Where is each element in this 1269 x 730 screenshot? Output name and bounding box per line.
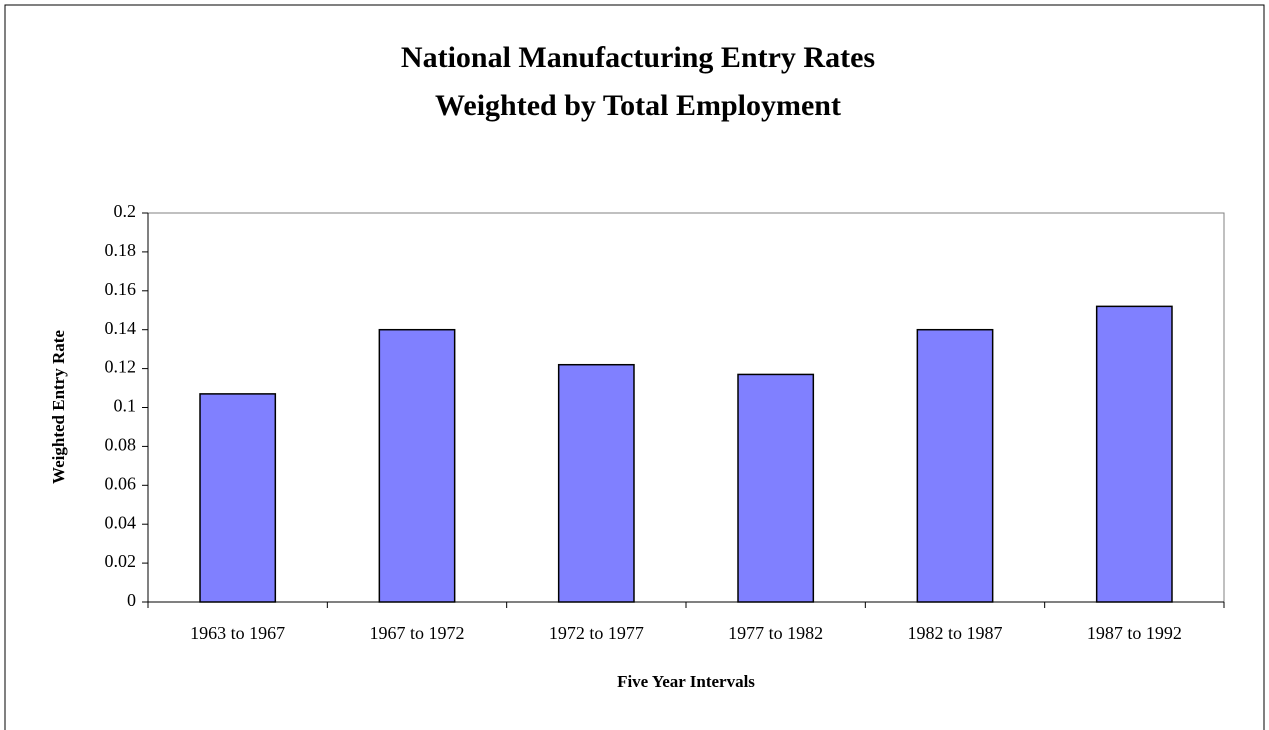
x-axis-title: Five Year Intervals: [617, 672, 755, 691]
bar: [737, 373, 815, 603]
chart-title: Weighted by Total Employment: [435, 89, 841, 122]
x-tick-label: 1977 to 1982: [728, 623, 823, 643]
bar: [1095, 305, 1173, 603]
y-tick-label: 0.06: [105, 473, 137, 493]
x-tick-label: 1967 to 1972: [369, 623, 464, 643]
x-tick-label: 1987 to 1992: [1087, 623, 1182, 643]
y-tick-label: 0.14: [105, 318, 137, 338]
y-tick-label: 0.1: [114, 396, 137, 416]
bar: [378, 328, 456, 603]
y-tick-label: 0.04: [105, 512, 137, 532]
chart-frame: [4, 4, 1265, 730]
plot-area: [147, 212, 1225, 603]
y-tick-label: 0.02: [105, 551, 137, 571]
y-tick-label: 0.16: [105, 279, 137, 299]
y-tick-label: 0.12: [105, 357, 137, 377]
bar: [916, 328, 994, 603]
y-axis-title: Weighted Entry Rate: [49, 330, 68, 484]
chart-title: National Manufacturing Entry Rates: [401, 41, 875, 74]
y-tick-label: 0.08: [105, 435, 137, 455]
y-tick-label: 0.18: [105, 240, 137, 260]
x-tick-label: 1972 to 1977: [549, 623, 644, 643]
bar: [557, 363, 635, 603]
x-tick-label: 1982 to 1987: [907, 623, 1002, 643]
bar: [199, 393, 277, 603]
y-tick-label: 0.2: [114, 201, 137, 221]
y-tick-label: 0: [127, 590, 136, 610]
x-tick-label: 1963 to 1967: [190, 623, 285, 643]
